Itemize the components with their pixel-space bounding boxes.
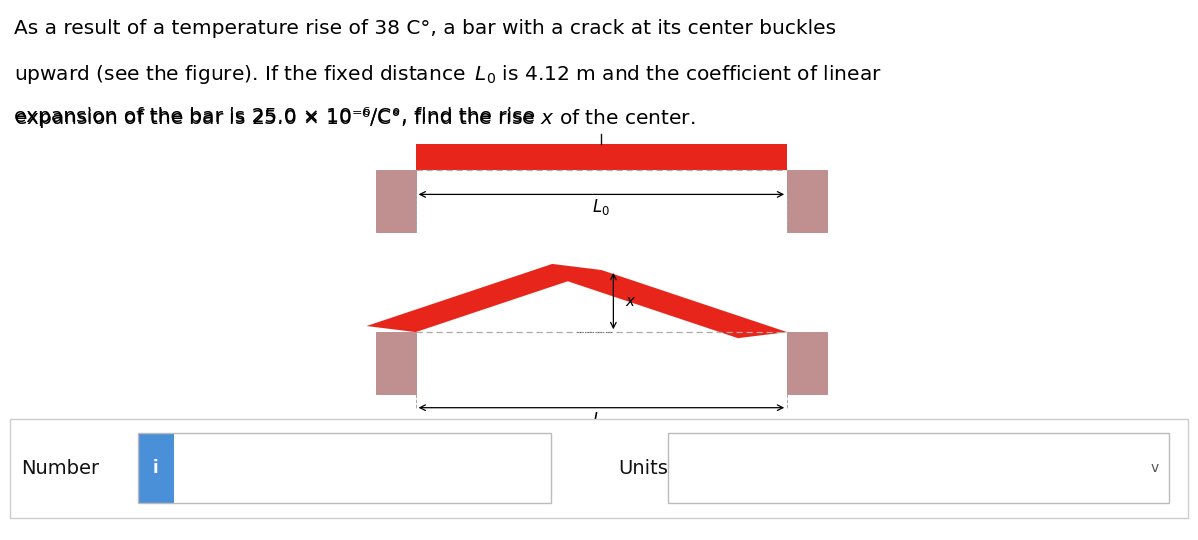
Polygon shape [552, 270, 787, 338]
Text: i: i [153, 460, 158, 477]
Bar [376, 170, 416, 232]
Text: Units: Units [618, 459, 668, 478]
Bar [787, 170, 827, 232]
Bar [416, 144, 787, 170]
Text: v: v [1151, 462, 1158, 475]
Bar [376, 332, 416, 394]
Polygon shape [367, 264, 601, 332]
Bar [10, 418, 1188, 518]
Bar [668, 434, 1169, 503]
Bar [138, 434, 174, 503]
Text: $L_0$: $L_0$ [593, 197, 610, 217]
Bar [787, 332, 827, 394]
Text: $L_0$: $L_0$ [593, 410, 610, 430]
Text: Number: Number [22, 459, 99, 478]
Text: $x$: $x$ [625, 294, 637, 308]
Text: expansion of the bar is 25.0 × 10⁻⁶/C°, find the rise: expansion of the bar is 25.0 × 10⁻⁶/C°, … [14, 107, 541, 126]
Text: As a result of a temperature rise of 38 C°, a bar with a crack at its center buc: As a result of a temperature rise of 38 … [14, 19, 836, 38]
Text: expansion of the bar is 25.0 × 10⁻⁶/C°, find the rise $x$ of the center.: expansion of the bar is 25.0 × 10⁻⁶/C°, … [14, 107, 696, 131]
Bar [138, 434, 551, 503]
Text: upward (see the figure). If the fixed distance  $L_0$ is 4.12 m and the coeffici: upward (see the figure). If the fixed di… [14, 63, 882, 86]
